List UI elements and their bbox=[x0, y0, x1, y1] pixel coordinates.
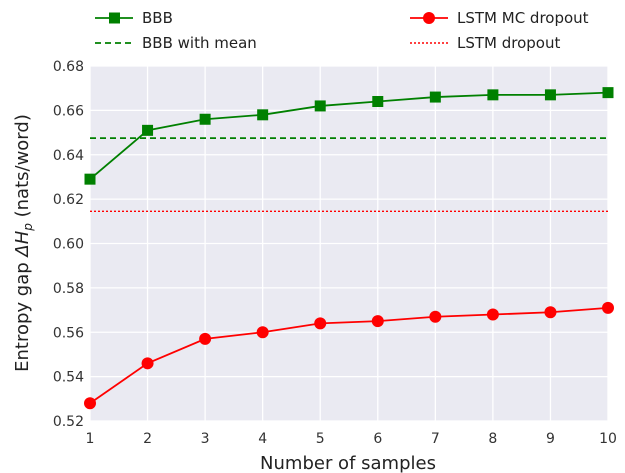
y-tick-label: 0.64 bbox=[53, 148, 84, 164]
x-tick-label: 8 bbox=[488, 431, 497, 447]
data-point-bbb bbox=[257, 109, 269, 121]
data-point-bbb bbox=[84, 173, 96, 185]
legend: BBB BBB with mean LSTM MC dropout LSTM drop… bbox=[95, 9, 589, 52]
y-axis-label-suffix: (nats/word) bbox=[12, 114, 33, 223]
y-tick-labels: 0.52 0.54 0.56 0.58 0.60 0.62 0.64 0.66 0.68 bbox=[53, 59, 84, 430]
x-tick-label: 10 bbox=[599, 431, 617, 447]
data-point-bbb bbox=[142, 124, 154, 136]
data-point-lstm-mc-dropout bbox=[314, 317, 327, 330]
data-point-bbb bbox=[602, 87, 614, 99]
data-point-lstm-mc-dropout bbox=[371, 315, 384, 328]
x-tick-label: 4 bbox=[258, 431, 267, 447]
y-tick-label: 0.62 bbox=[53, 192, 84, 208]
data-point-bbb bbox=[429, 91, 441, 103]
reference-lines bbox=[90, 137, 608, 213]
y-tick-label: 0.54 bbox=[53, 370, 84, 386]
data-point-bbb bbox=[544, 89, 556, 101]
y-axis-label-symbol: ΔH bbox=[12, 230, 33, 258]
y-tick-label: 0.60 bbox=[53, 237, 84, 253]
legend-marker-bbb bbox=[109, 12, 120, 24]
legend-label-bbb: BBB bbox=[142, 9, 173, 27]
y-tick-label: 0.56 bbox=[53, 325, 84, 341]
data-point-bbb bbox=[199, 113, 211, 125]
y-tick-label: 0.58 bbox=[53, 281, 84, 297]
data-point-bbb bbox=[487, 89, 499, 101]
x-tick-label: 3 bbox=[201, 431, 210, 447]
y-tick-label: 0.52 bbox=[53, 414, 84, 430]
legend-label-lstm-dropout: LSTM dropout bbox=[457, 34, 560, 52]
x-tick-label: 6 bbox=[373, 431, 382, 447]
legend-marker-lstm-mc-dropout bbox=[423, 12, 435, 24]
series-line-bbb bbox=[89, 91, 609, 180]
x-tick-label: 5 bbox=[316, 431, 325, 447]
data-point-lstm-mc-dropout bbox=[486, 308, 499, 321]
data-point-lstm-mc-dropout bbox=[84, 397, 96, 410]
x-axis-label: Number of samples bbox=[260, 453, 436, 473]
series-line-lstm-mc-dropout bbox=[89, 306, 609, 404]
y-axis-label-subscript: p bbox=[21, 223, 35, 232]
x-tick-label: 2 bbox=[143, 431, 152, 447]
y-axis-label-prefix: Entropy gap bbox=[12, 257, 33, 372]
y-tick-label: 0.66 bbox=[53, 103, 84, 119]
data-point-bbb bbox=[314, 100, 326, 112]
data-point-lstm-mc-dropout bbox=[199, 332, 212, 345]
data-point-lstm-mc-dropout bbox=[602, 301, 614, 314]
x-tick-labels: 1 2 3 4 5 6 7 8 9 10 bbox=[86, 431, 617, 447]
x-tick-label: 1 bbox=[86, 431, 95, 447]
y-axis-label: Entropy gap ΔHp (nats/word) bbox=[12, 114, 35, 372]
y-tick-label: 0.68 bbox=[53, 59, 84, 75]
data-point-lstm-mc-dropout bbox=[256, 326, 269, 339]
data-point-lstm-mc-dropout bbox=[544, 306, 557, 319]
data-point-bbb bbox=[372, 96, 384, 107]
legend-label-bbb-with-mean: BBB with mean bbox=[142, 34, 257, 52]
x-tick-label: 9 bbox=[546, 431, 555, 447]
data-series bbox=[84, 87, 614, 410]
data-point-lstm-mc-dropout bbox=[429, 310, 442, 323]
legend-label-lstm-mc-dropout: LSTM MC dropout bbox=[457, 9, 589, 27]
data-point-lstm-mc-dropout bbox=[141, 357, 154, 370]
x-tick-label: 7 bbox=[431, 431, 440, 447]
